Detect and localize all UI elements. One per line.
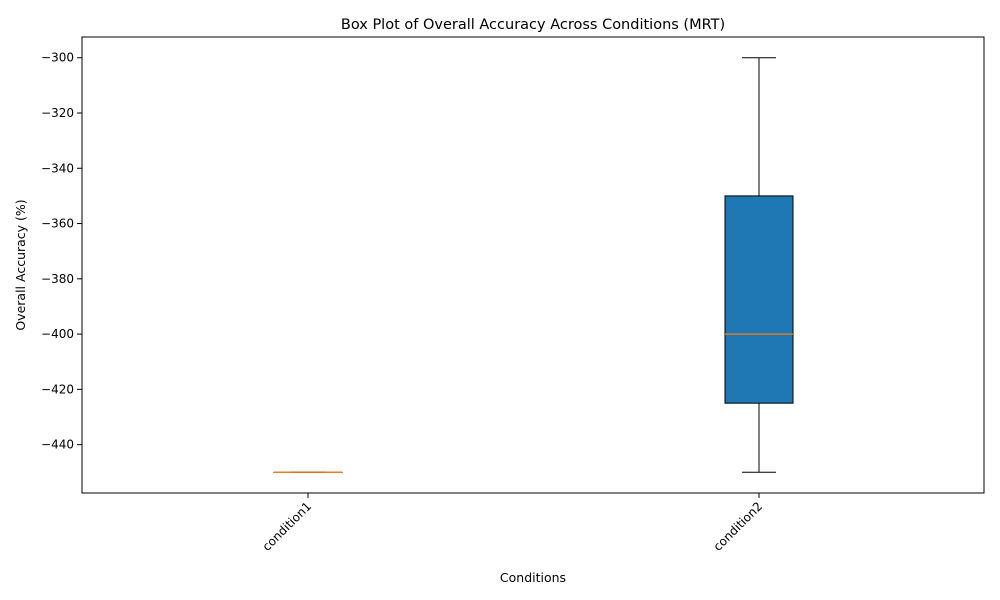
y-tick-label: −380 [41,272,74,286]
box-group [724,57,794,473]
chart-title: Box Plot of Overall Accuracy Across Cond… [341,17,725,33]
x-tick-label: condition2 [711,499,766,554]
y-tick-label: −420 [41,382,74,396]
y-tick-label: −360 [41,217,74,231]
x-axis: condition1 condition2 [260,493,766,554]
plot-marks [273,57,794,473]
y-axis-label: Overall Accuracy (%) [13,199,28,330]
x-tick-label: condition1 [260,499,315,554]
box [724,195,794,404]
y-tick-label: −440 [41,438,74,452]
x-axis-label: Conditions [500,570,566,585]
y-tick-label: −340 [41,161,74,175]
y-tick-label: −300 [41,51,74,65]
y-tick-label: −400 [41,327,74,341]
y-tick-label: −320 [41,106,74,120]
y-axis: −300 −320 −340 −360 −380 −400 −420 −440 [41,51,82,452]
plot-frame [81,36,985,494]
